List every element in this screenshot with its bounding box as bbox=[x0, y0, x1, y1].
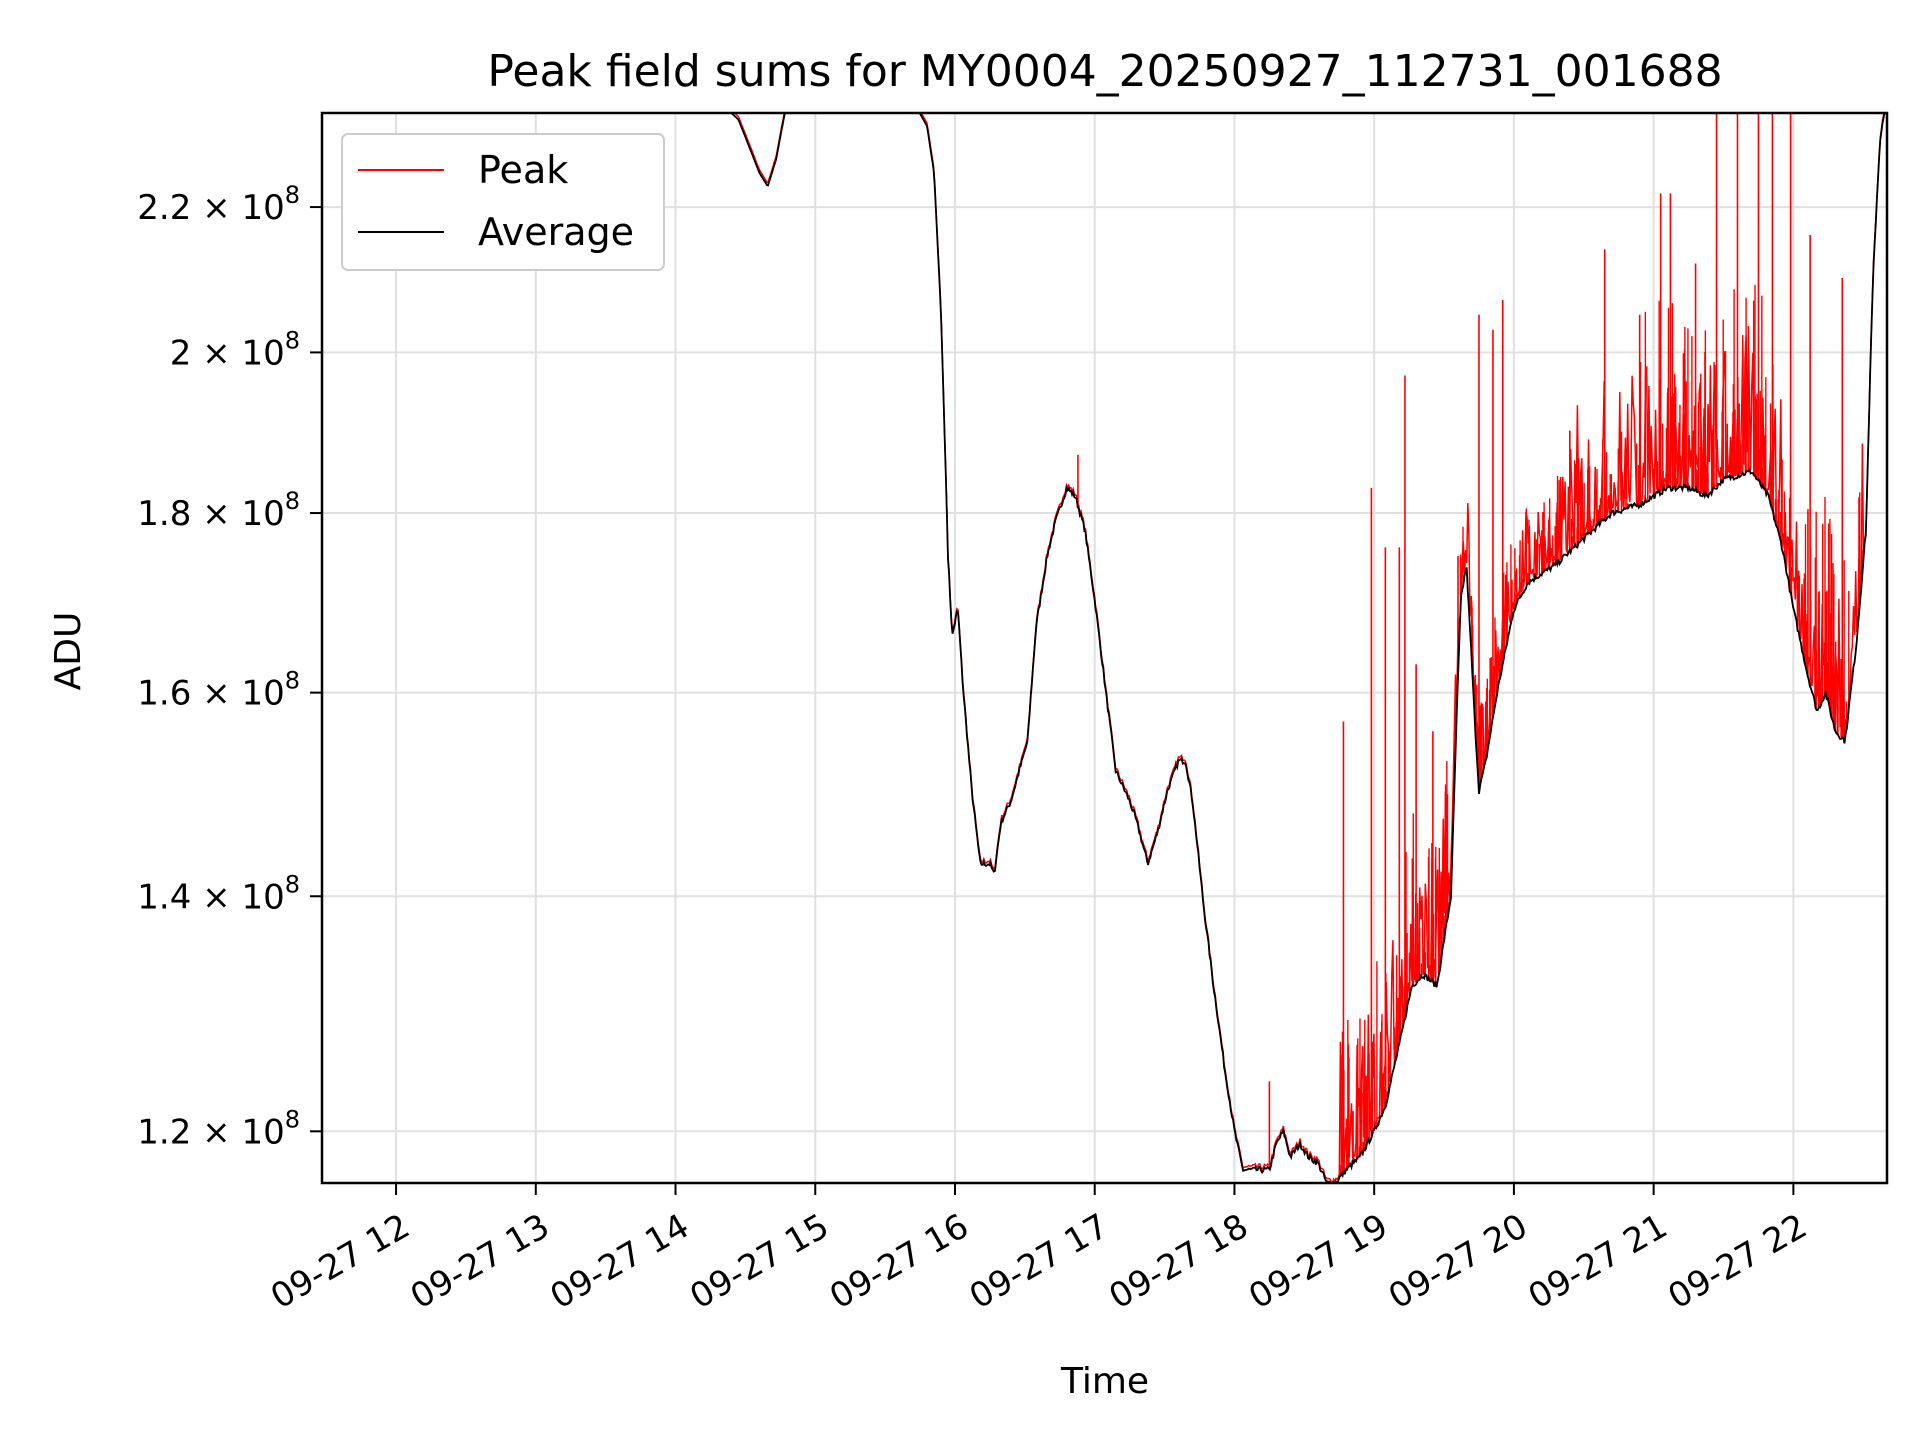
grid-lines bbox=[322, 113, 1887, 1183]
plot-frame bbox=[320, 111, 1889, 1185]
y-tick-label: 2.2 × 108 bbox=[137, 181, 300, 228]
legend-box bbox=[341, 133, 665, 271]
y-tick-label: 1.4 × 108 bbox=[137, 870, 300, 917]
average-line bbox=[322, 113, 1886, 1183]
y-tick-label: 1.2 × 108 bbox=[137, 1105, 300, 1152]
y-axis-label: ADU bbox=[48, 612, 89, 691]
chart-title: Peak field sums for MY0004_20250927_1127… bbox=[487, 46, 1722, 97]
x-axis-label: Time bbox=[1060, 1361, 1149, 1402]
y-tick-label: 1.6 × 108 bbox=[137, 667, 300, 714]
series-average bbox=[322, 113, 1886, 1183]
legend-label-average: Average bbox=[478, 210, 634, 254]
y-axis: 1.2 × 108 1.4 × 108 1.6 × 108 1.8 × 108 2 × … bbox=[137, 181, 322, 1152]
legend: Peak Average bbox=[341, 133, 665, 271]
y-tick-label: 1.8 × 108 bbox=[137, 487, 300, 534]
legend-label-peak: Peak bbox=[478, 148, 568, 192]
y-tick-label: 2 × 108 bbox=[170, 326, 300, 373]
